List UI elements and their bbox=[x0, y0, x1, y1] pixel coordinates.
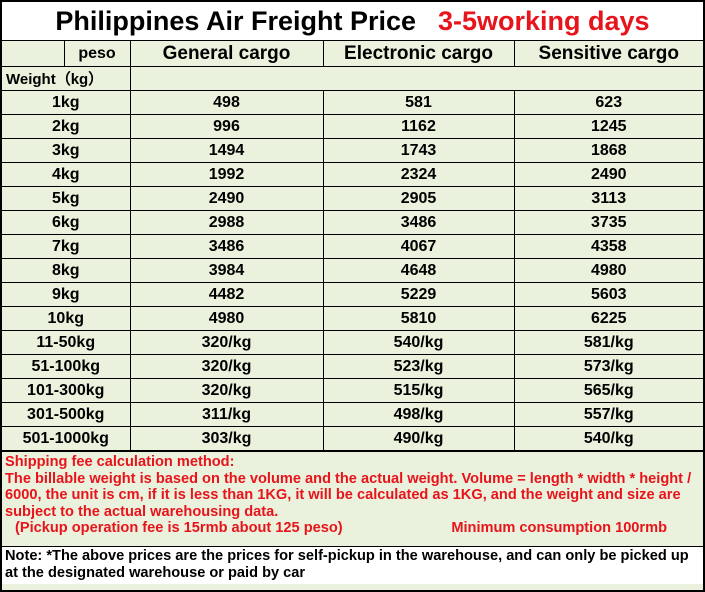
sensitive-cargo-price: 1245 bbox=[513, 114, 703, 139]
weight-cell: 501-1000kg bbox=[2, 426, 131, 451]
sensitive-cargo-price: 6225 bbox=[513, 306, 703, 331]
electronic-cargo-price: 5810 bbox=[322, 306, 515, 331]
weight-label-filler bbox=[129, 66, 703, 91]
weight-cell: 2kg bbox=[2, 114, 131, 139]
table-row: 4kg 1992 2324 2490 bbox=[2, 162, 703, 187]
sensitive-cargo-price: 581/kg bbox=[513, 330, 703, 355]
sensitive-cargo-price: 4980 bbox=[513, 258, 703, 283]
header-sensitive-cargo: Sensitive cargo bbox=[513, 41, 703, 67]
weight-cell: 7kg bbox=[2, 234, 131, 259]
general-cargo-price: 320/kg bbox=[129, 330, 324, 355]
currency-header: peso bbox=[63, 41, 131, 67]
electronic-cargo-price: 2905 bbox=[322, 186, 515, 211]
sensitive-cargo-price: 557/kg bbox=[513, 402, 703, 427]
table-row: 11-50kg 320/kg 540/kg 581/kg bbox=[2, 330, 703, 355]
weight-cell: 3kg bbox=[2, 138, 131, 163]
electronic-cargo-price: 2324 bbox=[322, 162, 515, 187]
weight-cell: 5kg bbox=[2, 186, 131, 211]
general-cargo-price: 3486 bbox=[129, 234, 324, 259]
general-cargo-price: 3984 bbox=[129, 258, 324, 283]
sensitive-cargo-price: 2490 bbox=[513, 162, 703, 187]
weight-cell: 10kg bbox=[2, 306, 131, 331]
table-row: 301-500kg 311/kg 498/kg 557/kg bbox=[2, 402, 703, 427]
header-corner-cell bbox=[2, 41, 65, 67]
electronic-cargo-price: 490/kg bbox=[322, 426, 515, 451]
general-cargo-price: 311/kg bbox=[129, 402, 324, 427]
sensitive-cargo-price: 565/kg bbox=[513, 378, 703, 403]
sensitive-cargo-price: 1868 bbox=[513, 138, 703, 163]
electronic-cargo-price: 498/kg bbox=[322, 402, 515, 427]
electronic-cargo-price: 540/kg bbox=[322, 330, 515, 355]
weight-cell: 101-300kg bbox=[2, 378, 131, 403]
general-cargo-price: 4980 bbox=[129, 306, 324, 331]
weight-cell: 1kg bbox=[2, 90, 131, 115]
general-cargo-price: 1494 bbox=[129, 138, 324, 163]
general-cargo-price: 2988 bbox=[129, 210, 324, 235]
electronic-cargo-price: 3486 bbox=[322, 210, 515, 235]
delivery-time-highlight: 3-5working days bbox=[438, 5, 650, 36]
electronic-cargo-price: 4067 bbox=[322, 234, 515, 259]
table-row: 7kg 3486 4067 4358 bbox=[2, 234, 703, 259]
table-row: 10kg 4980 5810 6225 bbox=[2, 306, 703, 331]
header-electronic-cargo: Electronic cargo bbox=[322, 41, 515, 67]
weight-cell: 6kg bbox=[2, 210, 131, 235]
pickup-fee-text: (Pickup operation fee is 15rmb about 125… bbox=[15, 520, 343, 537]
title-bar: Philippines Air Freight Price 3-5working… bbox=[2, 2, 703, 41]
weight-label-row: Weight（kg） bbox=[2, 66, 703, 91]
general-cargo-price: 996 bbox=[129, 114, 324, 139]
price-table: peso General cargo Electronic cargo Sens… bbox=[2, 41, 703, 451]
table-row: 51-100kg 320/kg 523/kg 573/kg bbox=[2, 354, 703, 379]
weight-label: Weight（kg） bbox=[2, 66, 131, 91]
sensitive-cargo-price: 573/kg bbox=[513, 354, 703, 379]
table-row: 101-300kg 320/kg 515/kg 565/kg bbox=[2, 378, 703, 403]
general-cargo-price: 498 bbox=[129, 90, 324, 115]
general-cargo-price: 2490 bbox=[129, 186, 324, 211]
general-cargo-price: 1992 bbox=[129, 162, 324, 187]
table-row: 3kg 1494 1743 1868 bbox=[2, 138, 703, 163]
shipping-fee-method: Shipping fee calculation method: The bil… bbox=[2, 451, 703, 546]
electronic-cargo-price: 1162 bbox=[322, 114, 515, 139]
table-row: 9kg 4482 5229 5603 bbox=[2, 282, 703, 307]
weight-cell: 8kg bbox=[2, 258, 131, 283]
electronic-cargo-price: 4648 bbox=[322, 258, 515, 283]
price-table-body: peso General cargo Electronic cargo Sens… bbox=[2, 41, 703, 451]
general-cargo-price: 320/kg bbox=[129, 354, 324, 379]
weight-cell: 301-500kg bbox=[2, 402, 131, 427]
weight-cell: 11-50kg bbox=[2, 330, 131, 355]
sensitive-cargo-price: 3735 bbox=[513, 210, 703, 235]
sensitive-cargo-price: 3113 bbox=[513, 186, 703, 211]
header-general-cargo: General cargo bbox=[129, 41, 324, 67]
general-cargo-price: 4482 bbox=[129, 282, 324, 307]
table-row: 5kg 2490 2905 3113 bbox=[2, 186, 703, 211]
header-row: peso General cargo Electronic cargo Sens… bbox=[2, 41, 703, 67]
table-row: 8kg 3984 4648 4980 bbox=[2, 258, 703, 283]
minimum-consumption-text: Minimum consumption 100rmb bbox=[451, 520, 667, 537]
table-row: 6kg 2988 3486 3735 bbox=[2, 210, 703, 235]
method-body: The billable weight is based on the volu… bbox=[5, 470, 692, 520]
pickup-note: Note: *The above prices are the prices f… bbox=[2, 546, 703, 584]
general-cargo-price: 320/kg bbox=[129, 378, 324, 403]
weight-cell: 9kg bbox=[2, 282, 131, 307]
weight-cell: 51-100kg bbox=[2, 354, 131, 379]
sensitive-cargo-price: 5603 bbox=[513, 282, 703, 307]
electronic-cargo-price: 523/kg bbox=[322, 354, 515, 379]
page-title: Philippines Air Freight Price bbox=[55, 5, 416, 36]
electronic-cargo-price: 581 bbox=[322, 90, 515, 115]
weight-cell: 4kg bbox=[2, 162, 131, 187]
table-row: 2kg 996 1162 1245 bbox=[2, 114, 703, 139]
sensitive-cargo-price: 540/kg bbox=[513, 426, 703, 451]
sensitive-cargo-price: 4358 bbox=[513, 234, 703, 259]
method-heading: Shipping fee calculation method: bbox=[5, 454, 235, 470]
method-fees-line: (Pickup operation fee is 15rmb about 125… bbox=[5, 520, 699, 537]
sensitive-cargo-price: 623 bbox=[513, 90, 703, 115]
table-row: 501-1000kg 303/kg 490/kg 540/kg bbox=[2, 426, 703, 451]
table-row: 1kg 498 581 623 bbox=[2, 90, 703, 115]
electronic-cargo-price: 1743 bbox=[322, 138, 515, 163]
electronic-cargo-price: 5229 bbox=[322, 282, 515, 307]
general-cargo-price: 303/kg bbox=[129, 426, 324, 451]
electronic-cargo-price: 515/kg bbox=[322, 378, 515, 403]
